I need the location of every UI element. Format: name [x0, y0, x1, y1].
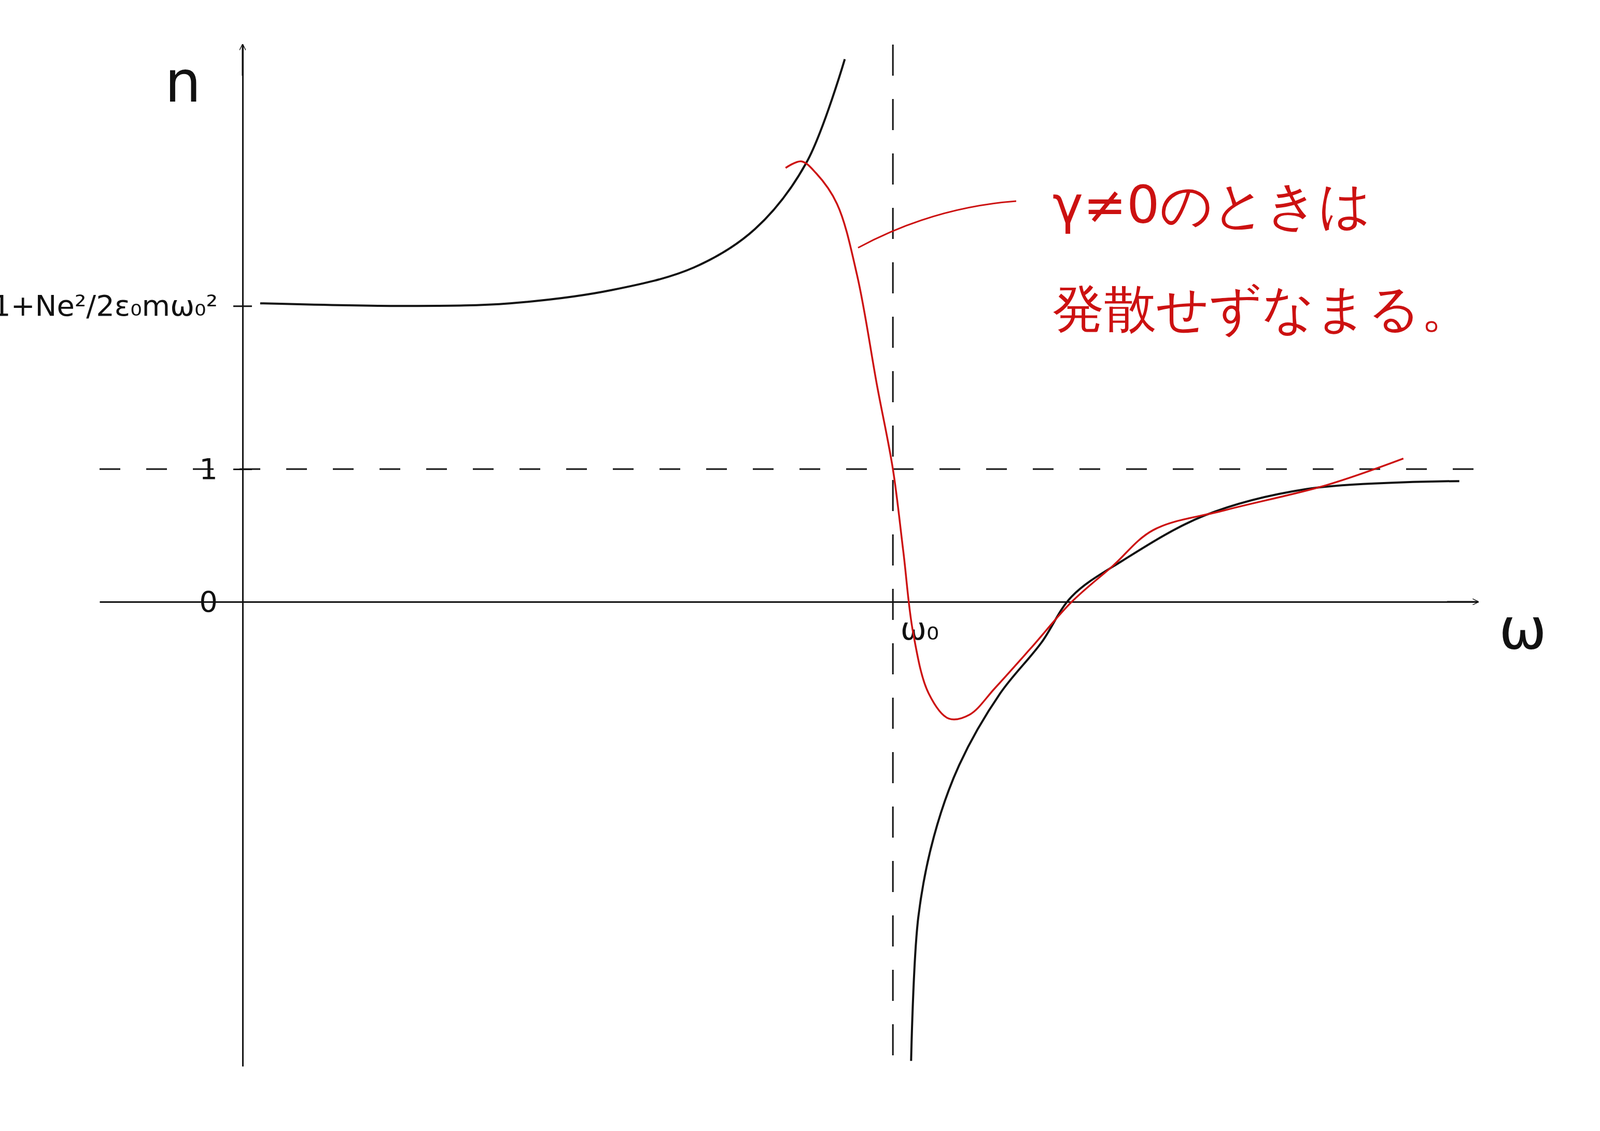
x-arrow — [1447, 601, 1479, 603]
plot-area — [260, 59, 1460, 1062]
y-axis-title: n — [164, 48, 202, 116]
reference-line-h — [99, 468, 1479, 471]
x-axis: ω₀ — [100, 601, 1479, 648]
y-tick-label: 0 — [199, 584, 218, 619]
y-tick-mark — [233, 468, 252, 471]
y-tick-label: 1+Ne²/2ε₀mω₀² — [0, 288, 218, 323]
y-tick: 1 — [199, 452, 252, 486]
y-tick: 1+Ne²/2ε₀mω₀² — [0, 288, 252, 323]
x-tick: ω₀ — [893, 601, 939, 648]
chart: 0 1 1+Ne²/2ε₀mω₀² ω₀ n ω γ≠0のときは発散せずなまる。 — [0, 0, 1600, 1131]
x-tick-label: ω₀ — [900, 610, 939, 648]
annotation-leader — [858, 201, 1017, 248]
annotation: 発散せずなまる。 — [1052, 278, 1473, 340]
y-axis: 0 1 1+Ne²/2ε₀mω₀² — [0, 45, 252, 1068]
curve-1 — [785, 161, 1404, 720]
y-tick-label: 1 — [199, 452, 218, 486]
annotation: γ≠0のときは — [1052, 174, 1372, 236]
x-axis-line — [100, 601, 1479, 603]
y-tick: 0 — [199, 584, 252, 619]
x-axis-title: ω — [1498, 595, 1547, 663]
reference-line-v — [892, 44, 894, 1067]
y-tick-mark — [233, 305, 252, 307]
y-axis-line — [242, 45, 244, 1068]
y-arrow — [241, 44, 244, 76]
curve-0 — [260, 59, 1460, 1062]
